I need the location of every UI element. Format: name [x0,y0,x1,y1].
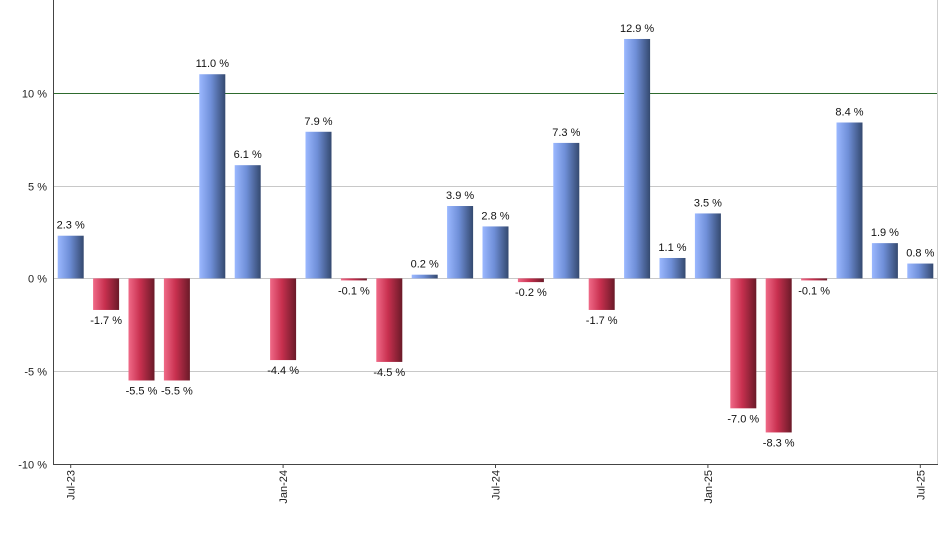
data-label: -7.0 % [727,413,759,425]
bar-may-24 [411,274,438,279]
bar-jan-25 [694,213,721,279]
bar-apr-25 [801,278,828,281]
data-label: -4.4 % [267,365,299,377]
data-label: 7.3 % [552,127,580,139]
data-label: 3.5 % [694,197,722,209]
bar-jun-24 [447,206,474,279]
x-tick-label: Jul-24 [491,470,503,500]
bar-nov-24 [624,38,651,279]
y-tick-label: 0 % [28,274,47,286]
y-axis-tick-labels: -10 % -5 % 0 % 5 % 10 % [18,89,47,472]
data-label: 2.3 % [57,220,85,232]
data-label: 0.8 % [906,248,934,260]
data-label: 8.4 % [835,106,863,118]
bar-feb-24 [305,131,332,279]
x-tick-label: Jan-25 [703,470,715,504]
bar-apr-24 [376,278,403,362]
bar-mar-24 [340,278,367,281]
x-tick-label: Jan-24 [278,470,290,504]
data-label: -0.1 % [338,285,370,297]
bar-feb-25 [730,278,757,409]
data-labels: 2.3 % -1.7 % -5.5 % -5.5 % 11.0 % 6.1 % -4.4 %… [57,23,935,449]
data-label: -1.7 % [90,315,122,327]
bar-oct-24 [588,278,615,310]
x-tick-label: Jul-23 [66,470,78,500]
data-label: -1.7 % [586,315,618,327]
bar-jul-25 [907,263,934,279]
bars [57,38,934,433]
bar-jun-25 [871,243,898,279]
bar-sep-23 [128,278,155,381]
data-label: 3.9 % [446,190,474,202]
bar-oct-23 [163,278,190,381]
data-label: -5.5 % [161,385,193,397]
x-axis-tick-labels: Jul-23 Jan-24 Jul-24 Jan-25 Jul-25 [66,464,927,504]
bar-nov-23 [199,74,226,279]
data-label: -8.3 % [763,437,795,449]
data-label: -4.5 % [373,367,405,379]
bar-aug-24 [517,278,544,283]
data-label: -0.1 % [798,285,830,297]
bar-sep-24 [553,142,580,279]
data-label: -5.5 % [126,385,158,397]
x-tick-label: Jul-25 [915,470,927,500]
bar-dec-23 [234,165,261,279]
y-tick-label: 10 % [22,89,47,101]
bar-jul-24 [482,226,509,279]
bar-jul-23 [57,235,84,279]
y-tick-label: -10 % [18,460,47,472]
data-label: 12.9 % [620,23,654,35]
data-label: 1.9 % [871,227,899,239]
bar-may-25 [836,122,863,279]
bar-jan-24 [270,278,297,361]
data-label: 11.0 % [196,58,230,70]
data-label: 0.2 % [411,259,439,271]
bar-mar-25 [765,278,792,433]
data-label: 7.9 % [304,116,332,128]
y-tick-label: 5 % [28,182,47,194]
bar-aug-23 [93,278,120,310]
data-label: -0.2 % [515,287,547,299]
y-tick-label: -5 % [24,367,47,379]
data-label: 1.1 % [658,242,686,254]
data-label: 6.1 % [234,149,262,161]
data-label: 2.8 % [481,210,509,222]
bar-dec-24 [659,257,686,279]
